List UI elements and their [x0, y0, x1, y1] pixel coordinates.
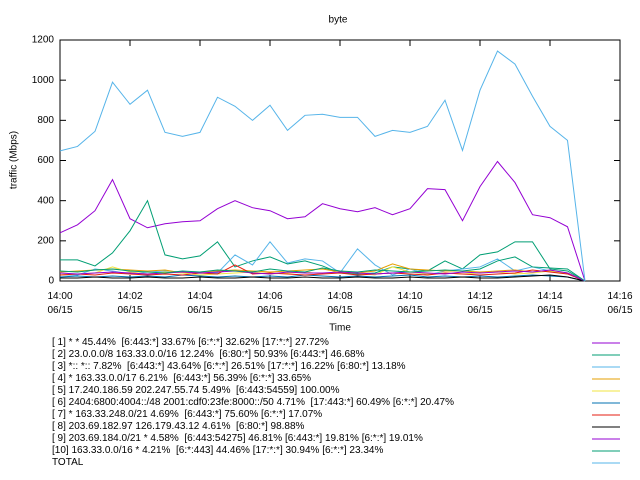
x-tick-label: 14:02 06/15	[117, 291, 143, 316]
y-tick-label: 400	[37, 195, 54, 206]
legend-label: [ 7] * 163.33.248.0/21 4.69% [6:443:*] 7…	[52, 409, 323, 420]
series-line	[59, 160, 586, 282]
x-tick-label: 14:06 06/15	[257, 291, 283, 316]
y-tick-label: 800	[37, 115, 54, 126]
series-line	[59, 269, 586, 282]
y-tick-label: 200	[37, 235, 54, 246]
legend-label: [ 3] *:: *:: 7.82% [6:443:*] 43.64% [6:*…	[52, 361, 406, 372]
series-line	[59, 50, 586, 282]
x-axis-label: Time	[329, 323, 351, 334]
chart-title: byte	[329, 15, 348, 26]
series-line	[59, 263, 586, 282]
x-tick-label: 14:16 06/15	[607, 291, 633, 316]
legend-label: [ 9] 203.69.184.0/21 * 4.58% [6:443:5427…	[52, 433, 423, 444]
x-tick-label: 14:14 06/15	[537, 291, 563, 316]
y-axis-label: traffic (Mbps)	[9, 131, 20, 189]
legend-label: TOTAL	[52, 457, 84, 468]
legend-label: [10] 163.33.0.0/16 * 4.21% [6:*:443] 44.…	[52, 445, 384, 456]
x-tick-label: 14:04 06/15	[187, 291, 213, 316]
y-tick-label: 1200	[32, 35, 55, 46]
series-line	[60, 199, 586, 282]
y-tick-label: 1000	[32, 75, 55, 86]
x-tick-label: 14:00 06/15	[47, 291, 73, 316]
series-line	[59, 256, 586, 282]
y-tick-label: 0	[48, 276, 54, 287]
legend-label: [ 6] 2404:6800:4004::/48 2001:cdf0:23fe:…	[52, 397, 454, 408]
legend-label: [ 8] 203.69.182.97 126.179.43.12 4.61% […	[52, 421, 305, 432]
y-tick-label: 600	[37, 155, 54, 166]
legend-label: [ 2] 23.0.0.0/8 163.33.0.0/16 12.24% [6:…	[52, 349, 365, 360]
x-tick-label: 14:10 06/15	[397, 291, 423, 316]
legend-label: [ 1] * * 45.44% [6:443:*] 33.67% [6:*:*]…	[52, 337, 329, 348]
series-line	[59, 264, 586, 282]
series-line	[60, 274, 586, 282]
plot-border	[59, 39, 621, 282]
legend-label: [ 5] 17.240.186.59 202.247.55.74 5.49% […	[52, 385, 340, 396]
x-tick-label: 14:12 06/15	[467, 291, 493, 316]
legend-label: [ 4] * 163.33.0.0/17 6.21% [6:443:*] 56.…	[52, 373, 312, 384]
series-line	[60, 241, 586, 282]
x-tick-label: 14:08 06/15	[327, 291, 353, 316]
series-line	[59, 274, 586, 282]
